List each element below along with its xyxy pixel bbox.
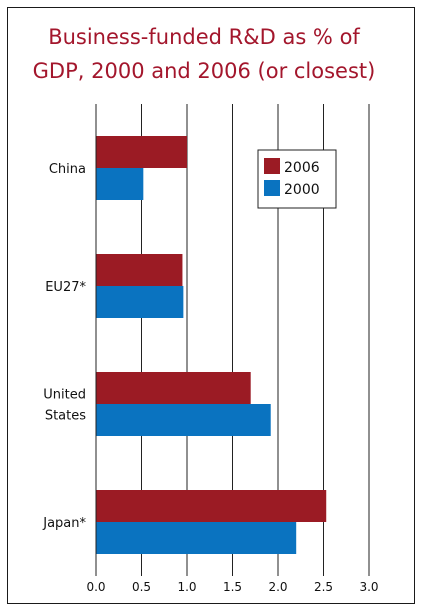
x-tick-label: 1.5 [223,580,242,594]
bar-2000-0 [96,168,144,200]
legend: 2006 2000 [257,149,337,209]
bar-2006-3 [96,490,327,522]
legend-swatch-2006 [264,158,280,174]
bar-2006-1 [96,254,183,286]
chart-title: Business-funded R&D as % of GDP, 2000 an… [0,20,408,88]
category-label: EU27* [45,280,86,295]
bar-2006-0 [96,136,187,168]
x-tick-label: 3.0 [359,580,378,594]
x-tick-label: 2.5 [314,580,333,594]
bar-2000-3 [96,522,297,554]
x-axis: 0.0 0.5 1.0 1.5 2.0 2.5 3.0 [86,104,379,594]
bar-2006-2 [96,372,251,404]
bars [96,136,327,554]
x-tick-label: 2.0 [268,580,287,594]
category-label: United States [43,388,86,424]
bar-2000-1 [96,286,184,318]
legend-label-2000: 2000 [284,182,320,198]
x-tick-label: 1.0 [177,580,196,594]
category-labels: China EU27* United States Japan* [42,162,86,531]
legend-label-2006: 2006 [284,160,320,176]
legend-swatch-2000 [264,180,280,196]
bar-2000-2 [96,404,271,436]
x-tick-label: 0.0 [86,580,105,594]
category-label: Japan* [42,516,86,531]
category-label: China [49,162,86,177]
chart-title-line-2: GDP, 2000 and 2006 (or closest) [32,59,376,83]
x-tick-label: 0.5 [132,580,151,594]
chart-title-line-1: Business-funded R&D as % of [48,25,360,49]
